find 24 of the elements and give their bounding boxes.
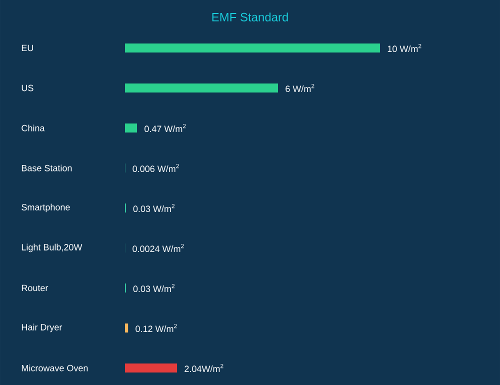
bar [125, 44, 380, 52]
y-tick-label: Hair Dryer [22, 324, 62, 332]
y-tick-label: Microwave Oven [22, 364, 88, 372]
y-tick-label: Smartphone [22, 204, 70, 212]
data-label: 2.04W/m$^{2}$ [184, 364, 224, 372]
data-label: 0.03 W/m$^{2}$ [133, 204, 175, 212]
bar [125, 363, 178, 372]
y-tick-label: Base Station [22, 164, 72, 172]
data-label: 0.006 W/m$^{2}$ [132, 164, 179, 172]
data-label: 6 W/m$^{2}$ [286, 84, 314, 92]
data-label: 0.03 W/m$^{2}$ [133, 284, 175, 292]
data-label: 10 W/m$^{2}$ [388, 44, 422, 52]
y-tick-label: China [22, 124, 45, 132]
bar [125, 123, 137, 132]
data-label: 0.0024 W/m$^{2}$ [132, 244, 184, 252]
chart-title: EMF Standard [212, 12, 288, 22]
y-tick-label: Light Bulb,20W [22, 244, 82, 252]
bar [125, 323, 128, 332]
y-tick-label: US [22, 84, 34, 92]
data-label: 0.47 W/m$^{2}$ [144, 124, 186, 132]
y-tick-label: Router [22, 284, 48, 292]
y-tick-label: EU [22, 44, 34, 52]
data-label: 0.12 W/m$^{2}$ [136, 324, 177, 332]
bar [125, 84, 278, 92]
